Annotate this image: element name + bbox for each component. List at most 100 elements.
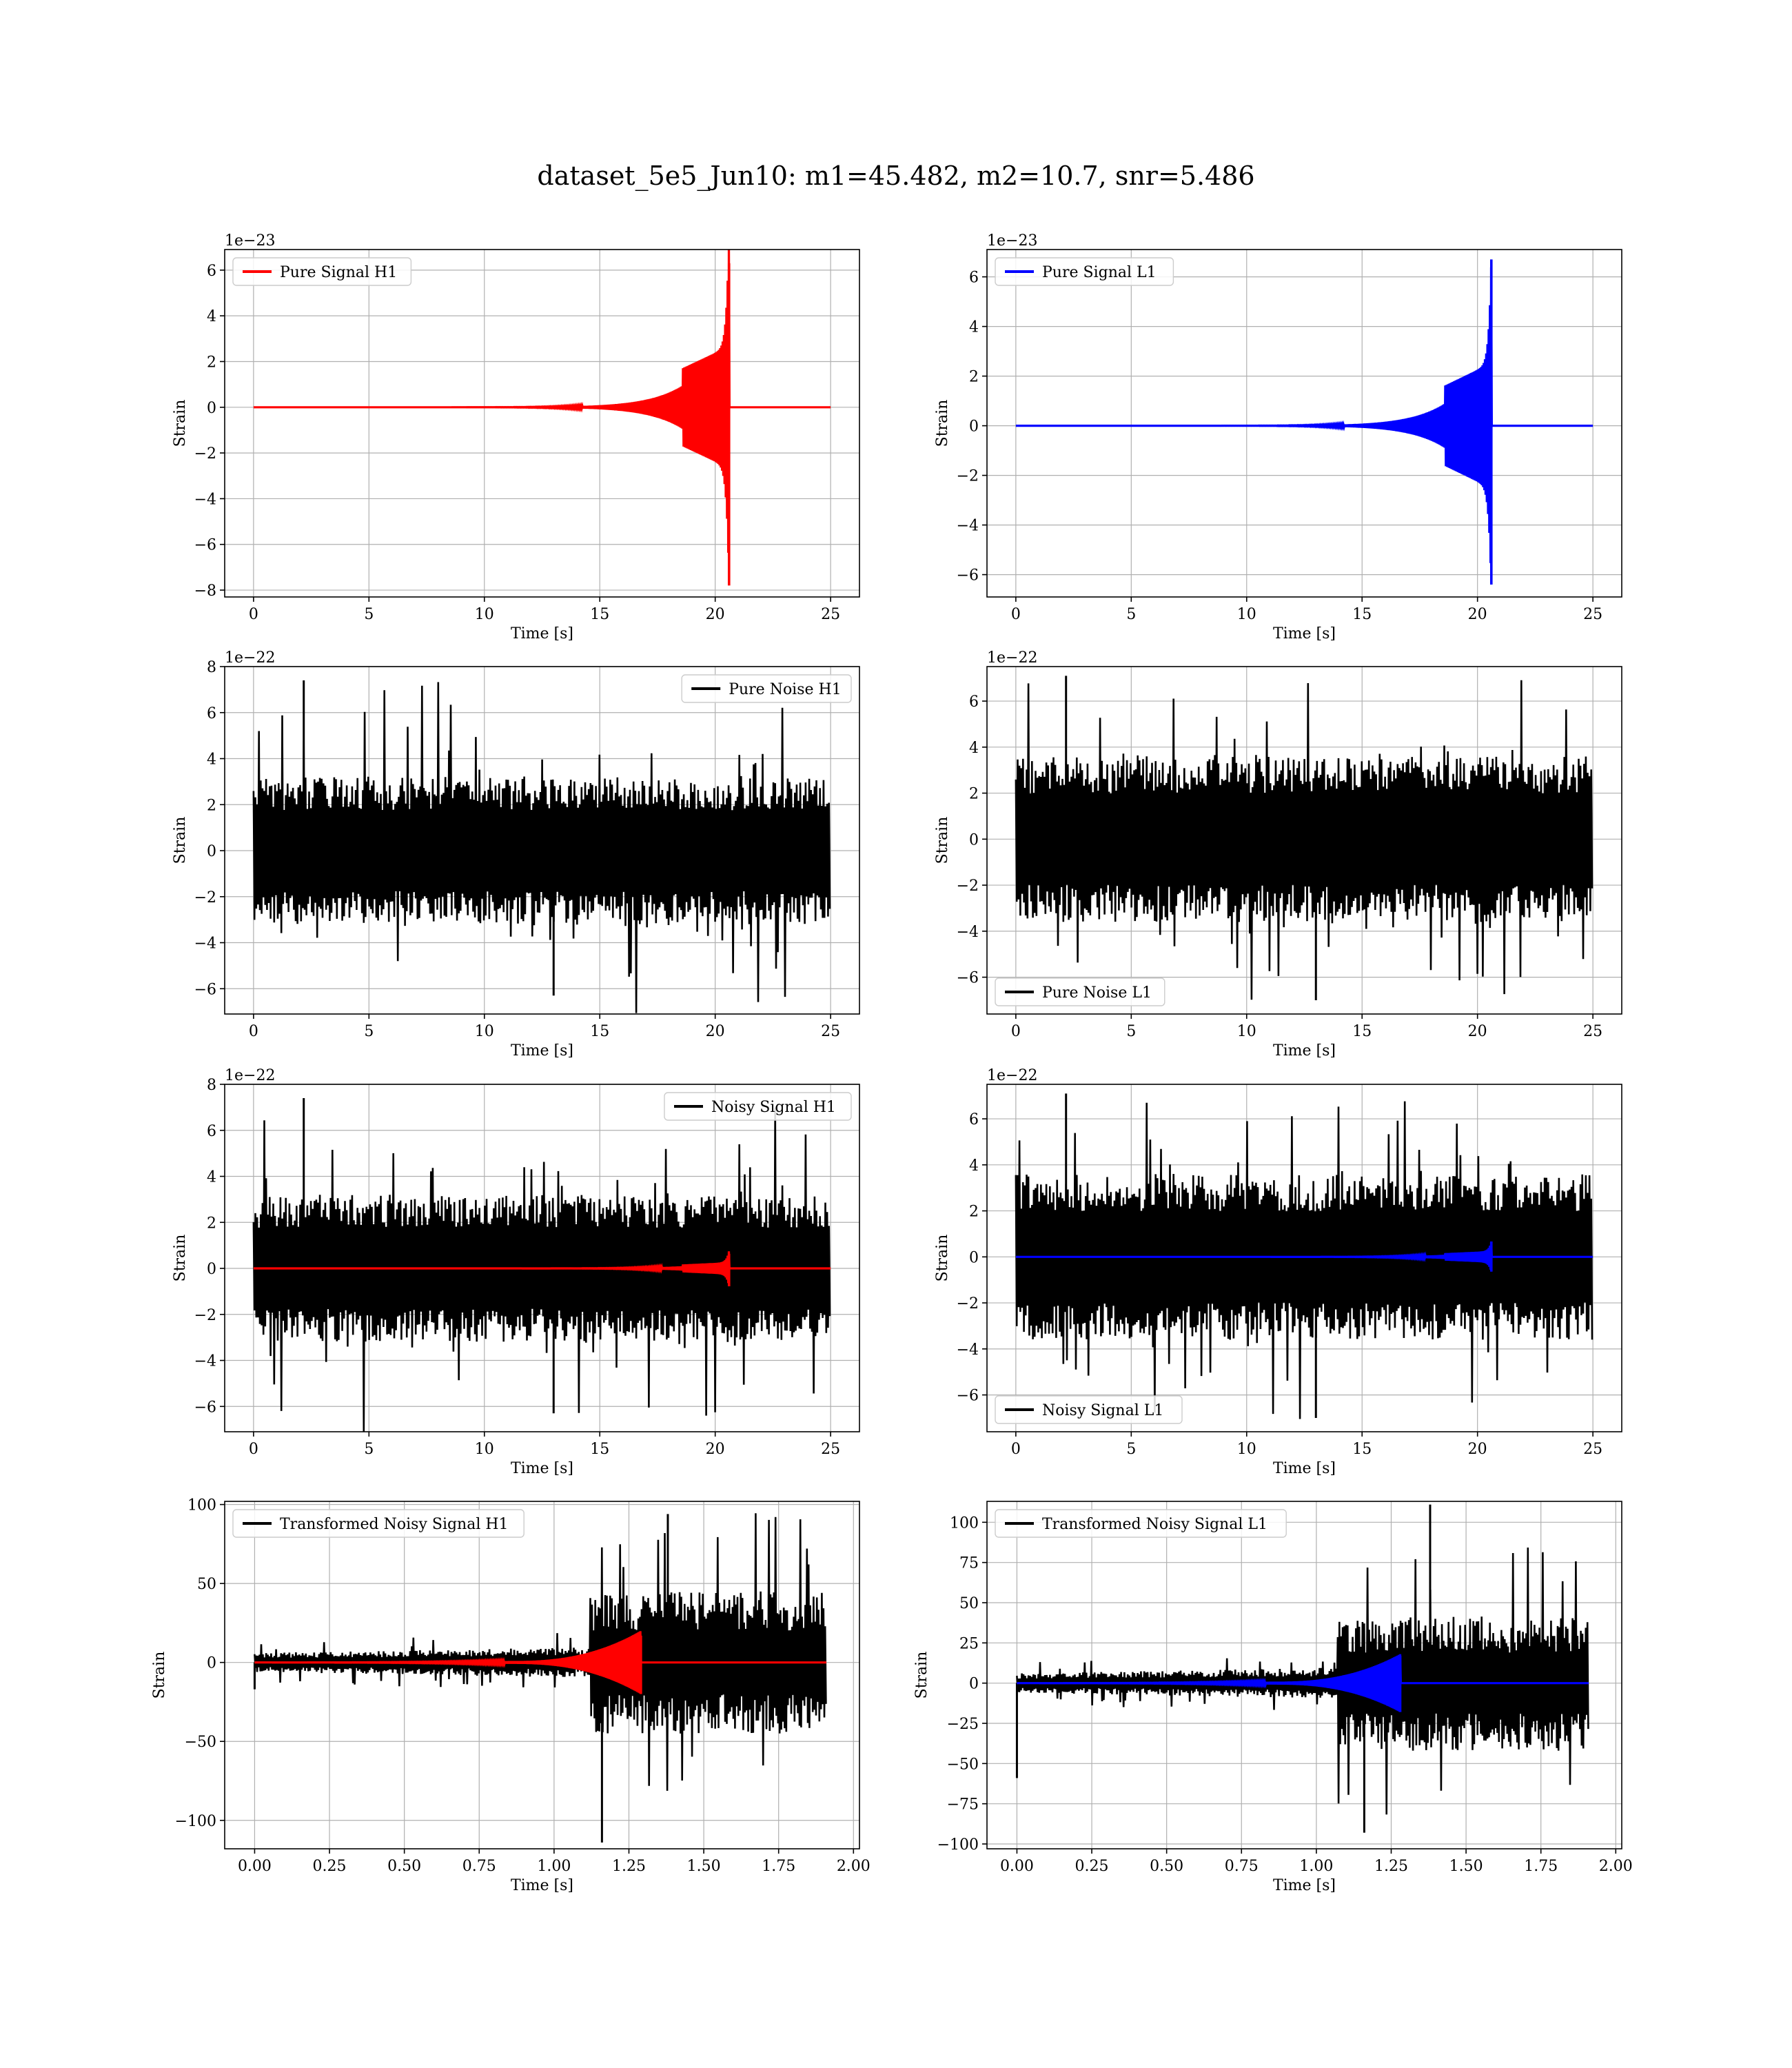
y-tick-label: −100 (175, 1813, 216, 1830)
x-tick-label: 0 (249, 1441, 258, 1458)
y-tick-label: 0 (207, 400, 216, 417)
y-tick-label: 2 (969, 369, 979, 386)
legend-label: Pure Signal H1 (280, 264, 397, 281)
plot-area (252, 680, 831, 1013)
x-tick-label: 0.00 (1000, 1858, 1034, 1875)
x-tick-label: 0.75 (1225, 1858, 1259, 1875)
y-axis-label: Strain (172, 1235, 189, 1282)
plot-area (1015, 1504, 1589, 1833)
x-tick-label: 25 (821, 1441, 840, 1458)
legend-label: Pure Noise L1 (1042, 984, 1152, 1002)
panel-transformed-noisy-signal-l1: 0.00 0.25 0.50 0.75 1.00 1.25 1.50 1.75 2.00 −100… (913, 1501, 1633, 1894)
legend-box (232, 1509, 525, 1538)
x-tick-label: 20 (706, 606, 725, 623)
y-tick-label: −6 (957, 970, 979, 987)
y-tick-label: 75 (959, 1555, 979, 1572)
x-tick-label: 1.50 (687, 1858, 721, 1875)
legend-box (681, 674, 852, 703)
y-tick-label: −100 (937, 1836, 979, 1854)
series-transformed-noisy-signal-h1 (253, 1513, 827, 1843)
y-tick-label: −6 (194, 1399, 216, 1416)
x-tick-label: 1.75 (762, 1858, 795, 1875)
y-tick-label: −8 (194, 582, 216, 600)
y-axis-label: Strain (934, 400, 951, 447)
y-tick-label: 4 (969, 319, 979, 336)
x-tick-label: 0 (1011, 606, 1021, 623)
y-tick-label: −2 (194, 445, 216, 463)
y-tick-label: 0 (969, 1249, 979, 1266)
x-tick-label: 5 (364, 1023, 374, 1040)
legend-label: Pure Noise H1 (729, 681, 842, 698)
panel-noisy-signal-l1: 0 5 10 15 20 25 −6 −4 −2 0 2 4 6 1e−22 Time [s] Strain N… (934, 1067, 1622, 1477)
axes-frame (986, 1501, 1622, 1849)
y-tick-label: 0 (969, 831, 979, 849)
y-axis-label: Strain (934, 1235, 951, 1282)
x-tick-label: 1.75 (1524, 1858, 1558, 1875)
x-tick-label: 1.25 (1374, 1858, 1408, 1875)
x-axis-label: Time [s] (1273, 625, 1336, 642)
x-axis-label: Time [s] (1273, 1042, 1336, 1060)
y-tick-label: 2 (207, 1215, 216, 1232)
x-tick-label: 5 (1126, 1441, 1136, 1458)
y-tick-label: −6 (957, 567, 979, 585)
legend: Pure Noise L1 (995, 977, 1165, 1006)
axis-ticks: 0 5 10 15 20 25 −6 −4 −2 0 2 4 6 8 (194, 1077, 841, 1458)
y-offset-label: 1e−22 (987, 649, 1037, 667)
x-tick-label: 20 (1468, 606, 1487, 623)
x-tick-label: 15 (1352, 1023, 1372, 1040)
y-tick-label: −6 (957, 1388, 979, 1405)
y-offset-label: 1e−22 (225, 649, 275, 667)
figure-title: dataset_5e5_Jun10: m1=45.482, m2=10.7, s… (537, 161, 1254, 192)
x-tick-label: 10 (475, 1023, 494, 1040)
axes-frame (224, 249, 860, 598)
chirp-trace (1017, 1654, 1589, 1712)
series-signal-overlay (253, 1251, 831, 1287)
x-tick-label: 10 (475, 1441, 494, 1458)
series-pure-signal-l1 (1015, 259, 1594, 585)
y-axis-label: Strain (913, 1652, 930, 1699)
series-signal-overlay (1017, 1654, 1589, 1712)
x-tick-label: 15 (590, 1023, 609, 1040)
noise-trace (1015, 680, 1594, 1000)
y-tick-label: 6 (207, 705, 216, 722)
x-tick-label: 25 (1583, 606, 1602, 623)
x-tick-label: 0 (1011, 1023, 1021, 1040)
y-tick-label: 0 (969, 1676, 979, 1693)
x-tick-label: 15 (1352, 606, 1372, 623)
y-tick-label: −6 (194, 981, 216, 998)
x-tick-label: 0.25 (1075, 1858, 1109, 1875)
legend-label: Noisy Signal H1 (711, 1099, 836, 1116)
legend: Transformed Noisy Signal L1 (995, 1509, 1287, 1538)
x-tick-label: 2.00 (1599, 1858, 1633, 1875)
legend-box (995, 1395, 1183, 1424)
x-tick-label: 5 (364, 1441, 374, 1458)
y-tick-label: −2 (957, 468, 979, 485)
legend-box (232, 257, 412, 286)
y-tick-label: 0 (207, 1655, 216, 1672)
y-tick-label: −4 (957, 924, 979, 941)
series-noisy-signal-h1 (252, 1098, 831, 1432)
x-tick-label: 5 (364, 606, 374, 623)
axes-frame (986, 1084, 1622, 1432)
plot-area (1015, 676, 1594, 1000)
y-tick-label: 50 (959, 1595, 979, 1612)
legend-box (664, 1092, 852, 1121)
series-signal-overlay (1015, 1241, 1594, 1272)
y-tick-label: −50 (185, 1734, 216, 1751)
x-tick-label: 15 (590, 1441, 609, 1458)
legend-label: Transformed Noisy Signal L1 (1042, 1516, 1267, 1533)
y-axis-label: Strain (172, 817, 189, 864)
y-tick-label: 2 (969, 1204, 979, 1221)
y-tick-label: 8 (207, 1077, 216, 1094)
y-tick-label: 6 (969, 693, 979, 711)
x-axis-label: Time [s] (511, 1877, 573, 1894)
series-noisy-signal-l1 (1015, 1093, 1594, 1419)
y-tick-label: −2 (194, 1307, 216, 1324)
plot-area (252, 1098, 831, 1432)
legend: Transformed Noisy Signal H1 (232, 1509, 525, 1538)
x-tick-label: 0.50 (387, 1858, 421, 1875)
axis-ticks: 0 5 10 15 20 25 −6 −4 −2 0 2 4 6 8 (194, 659, 841, 1040)
y-tick-label: −4 (194, 491, 216, 508)
series-pure-noise-l1 (1015, 676, 1594, 1000)
